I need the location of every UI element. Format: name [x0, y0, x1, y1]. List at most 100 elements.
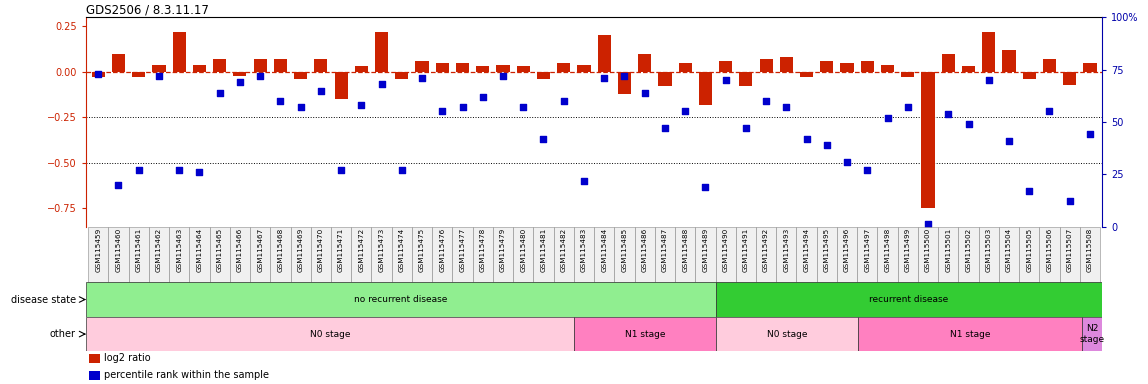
Bar — [635, 227, 654, 282]
Text: N1 stage: N1 stage — [949, 329, 991, 339]
Text: GSM115497: GSM115497 — [864, 228, 870, 273]
Point — [656, 125, 674, 131]
Point — [231, 79, 249, 85]
Bar — [92, 72, 104, 77]
Bar — [355, 66, 367, 72]
Bar — [88, 227, 108, 282]
Bar — [88, 371, 100, 380]
Text: GSM115496: GSM115496 — [844, 228, 850, 273]
Text: GSM115467: GSM115467 — [257, 228, 263, 273]
Point — [878, 115, 897, 121]
Bar — [574, 227, 595, 282]
Bar — [513, 227, 534, 282]
Point — [716, 77, 735, 83]
Text: GSM115504: GSM115504 — [1006, 228, 1013, 273]
Text: GSM115489: GSM115489 — [703, 228, 708, 273]
Point — [777, 104, 796, 110]
Text: GSM115490: GSM115490 — [722, 228, 729, 273]
Bar — [719, 61, 732, 72]
Bar — [978, 227, 999, 282]
Text: GSM115466: GSM115466 — [236, 228, 243, 273]
Point — [858, 167, 876, 173]
Text: GSM115491: GSM115491 — [743, 228, 748, 273]
Text: GSM115488: GSM115488 — [682, 228, 688, 273]
Bar — [618, 72, 631, 94]
Bar — [877, 227, 898, 282]
Text: recurrent disease: recurrent disease — [869, 295, 948, 304]
Bar — [699, 72, 712, 104]
Bar — [517, 66, 530, 72]
Bar — [476, 66, 489, 72]
Bar — [274, 59, 287, 72]
Bar — [898, 227, 918, 282]
Point — [332, 167, 350, 173]
Bar — [108, 227, 129, 282]
Bar — [574, 317, 716, 351]
Bar — [736, 227, 757, 282]
Bar — [837, 227, 858, 282]
Text: log2 ratio: log2 ratio — [104, 353, 150, 363]
Bar — [1039, 227, 1060, 282]
Bar — [210, 227, 230, 282]
Point — [210, 89, 228, 96]
Bar — [678, 63, 692, 72]
Text: GSM115486: GSM115486 — [642, 228, 647, 273]
Bar — [816, 227, 837, 282]
Point — [615, 73, 634, 79]
Text: GSM115476: GSM115476 — [440, 228, 445, 273]
Point — [251, 73, 270, 79]
Point — [737, 125, 755, 131]
Bar — [395, 72, 409, 79]
Point — [1080, 131, 1099, 137]
Bar — [1002, 50, 1016, 72]
Bar — [941, 54, 955, 72]
Text: GSM115483: GSM115483 — [581, 228, 587, 273]
Point — [1040, 108, 1058, 114]
Bar — [1042, 59, 1056, 72]
Bar — [432, 227, 452, 282]
Bar — [999, 227, 1019, 282]
Text: GSM115475: GSM115475 — [419, 228, 425, 273]
Bar — [193, 65, 205, 72]
Bar — [553, 227, 574, 282]
Bar — [290, 227, 311, 282]
Text: no recurrent disease: no recurrent disease — [355, 295, 448, 304]
Bar — [331, 227, 351, 282]
Text: GSM115495: GSM115495 — [824, 228, 830, 273]
Bar — [779, 57, 793, 72]
Bar — [169, 227, 189, 282]
Point — [149, 73, 168, 79]
Point — [534, 136, 552, 142]
Bar — [577, 65, 590, 72]
Point — [109, 182, 127, 188]
Text: GSM115484: GSM115484 — [602, 228, 607, 273]
Bar — [132, 72, 146, 77]
Bar — [86, 317, 574, 351]
Bar — [716, 317, 859, 351]
Bar — [797, 227, 816, 282]
Text: GSM115493: GSM115493 — [783, 228, 790, 273]
Text: GSM115502: GSM115502 — [965, 228, 971, 273]
Text: GSM115469: GSM115469 — [297, 228, 303, 273]
Point — [838, 159, 856, 165]
Bar — [153, 65, 165, 72]
Point — [939, 111, 957, 117]
Text: GSM115507: GSM115507 — [1066, 228, 1072, 273]
Bar — [1023, 72, 1035, 79]
Text: GSM115498: GSM115498 — [885, 228, 891, 273]
Text: GSM115474: GSM115474 — [398, 228, 405, 273]
Bar — [230, 227, 250, 282]
Point — [170, 167, 188, 173]
Bar — [859, 317, 1081, 351]
Bar — [372, 227, 391, 282]
Bar — [311, 227, 331, 282]
Text: N0 stage: N0 stage — [767, 329, 807, 339]
Point — [696, 184, 714, 190]
Text: GSM115499: GSM115499 — [905, 228, 910, 273]
Bar — [557, 63, 571, 72]
Text: GSM115478: GSM115478 — [480, 228, 486, 273]
Text: GSM115494: GSM115494 — [804, 228, 809, 273]
Bar — [757, 227, 776, 282]
Bar — [1063, 72, 1077, 84]
Bar — [739, 72, 752, 86]
